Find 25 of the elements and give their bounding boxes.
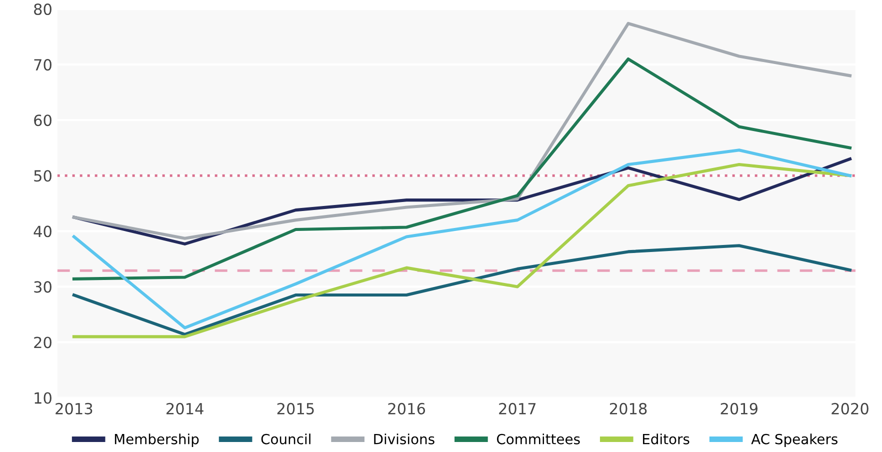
x-tick-label: 2016 <box>388 402 426 414</box>
x-tick-label: 2020 <box>832 402 868 414</box>
x-tick-label: 2019 <box>720 402 758 414</box>
y-tick-label: 40 <box>34 226 52 238</box>
y-tick-label: 50 <box>34 170 52 182</box>
y-tick-label: 60 <box>34 114 52 126</box>
legend-label: Council <box>261 434 310 444</box>
line-series <box>72 22 852 240</box>
legend-label: Membership <box>114 434 199 448</box>
x-tick-label: 2014 <box>166 402 204 414</box>
x-tick-label: 2018 <box>610 402 647 414</box>
legend-label: Committees <box>496 434 580 444</box>
legend-label: AC Speakers <box>751 434 838 448</box>
y-tick-label: 80 <box>34 4 52 16</box>
line-series <box>72 57 852 280</box>
y-tick-label: 10 <box>34 392 52 404</box>
legend-label: Editors <box>642 434 690 444</box>
line-series <box>72 244 852 336</box>
y-tick-label: 20 <box>34 336 52 348</box>
legend-label: Divisions <box>374 434 434 444</box>
x-tick-label: 2017 <box>499 402 536 414</box>
y-tick-label: 30 <box>34 281 52 293</box>
x-tick-label: 2013 <box>56 402 92 414</box>
y-tick-label: 70 <box>34 59 52 71</box>
x-tick-label: 2015 <box>277 402 314 414</box>
